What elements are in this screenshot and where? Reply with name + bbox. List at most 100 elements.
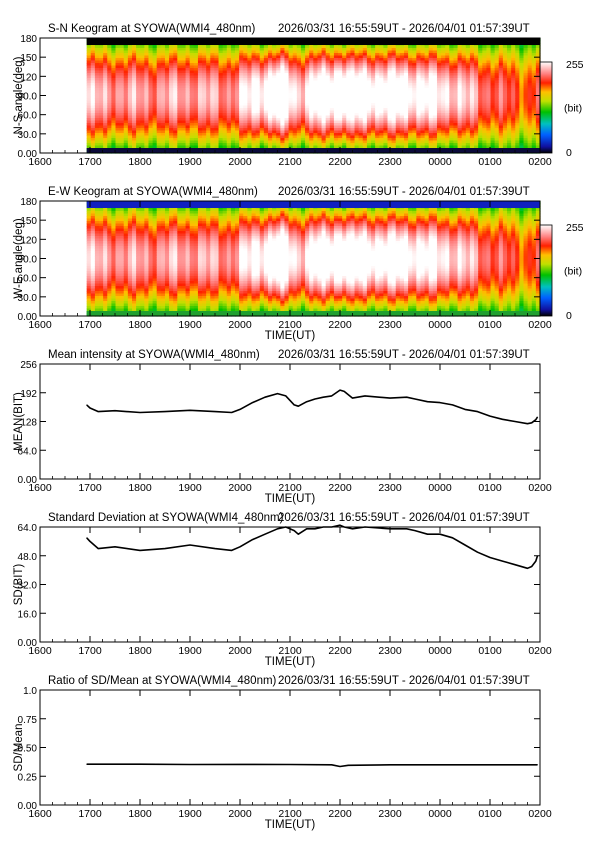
keogram-cell bbox=[206, 138, 211, 142]
keogram-cell bbox=[519, 68, 525, 72]
keogram-cell bbox=[325, 118, 331, 122]
keogram-cell bbox=[424, 63, 430, 67]
keogram-cell bbox=[358, 53, 364, 57]
keogram-cell bbox=[202, 58, 207, 62]
keogram-cell bbox=[502, 123, 508, 127]
keogram-cell bbox=[107, 130, 112, 134]
keogram-cell bbox=[354, 95, 360, 99]
keogram-cell bbox=[420, 63, 426, 67]
keogram-cell bbox=[329, 135, 335, 139]
keogram-cell bbox=[210, 65, 216, 69]
keogram-cell bbox=[329, 48, 335, 52]
keogram-cell bbox=[313, 138, 319, 142]
keogram-cell bbox=[387, 83, 393, 87]
keogram-cell bbox=[230, 125, 236, 129]
keogram-cell bbox=[140, 78, 145, 82]
keogram-cell bbox=[441, 63, 446, 67]
keogram-cell bbox=[317, 138, 323, 142]
keogram-cell bbox=[127, 60, 133, 64]
keogram-cell bbox=[391, 75, 397, 79]
keogram-cell bbox=[268, 80, 273, 84]
keogram-cell bbox=[445, 120, 450, 124]
keogram-cell bbox=[132, 75, 137, 79]
keogram-cell bbox=[461, 125, 467, 129]
keogram-cell bbox=[136, 120, 141, 124]
keogram-cell bbox=[206, 80, 211, 84]
keogram-cell bbox=[177, 125, 183, 129]
keogram-cell bbox=[432, 65, 438, 69]
keogram-cell bbox=[371, 83, 376, 87]
keogram-cell bbox=[189, 55, 195, 59]
keogram-cell bbox=[206, 60, 211, 64]
keogram-cell bbox=[424, 88, 430, 92]
keogram-cell bbox=[189, 140, 195, 144]
keogram-cell bbox=[119, 78, 125, 82]
keogram-cell bbox=[202, 118, 207, 122]
keogram-cell bbox=[482, 140, 488, 144]
keogram-cell bbox=[86, 100, 92, 104]
keogram-cell bbox=[185, 100, 191, 104]
keogram-cell bbox=[94, 130, 100, 134]
keogram-cell bbox=[321, 115, 327, 119]
keogram-cell bbox=[189, 108, 195, 112]
keogram-cell bbox=[333, 70, 339, 74]
keogram-cell bbox=[350, 110, 356, 114]
keogram-cell bbox=[507, 65, 512, 69]
keogram-cell bbox=[424, 93, 430, 97]
keogram-cell bbox=[86, 73, 92, 77]
keogram-cell bbox=[177, 120, 183, 124]
keogram-cell bbox=[156, 128, 162, 132]
keogram-cell bbox=[144, 98, 150, 102]
keogram-cell bbox=[375, 63, 380, 67]
keogram-cell bbox=[94, 98, 100, 102]
keogram-cell bbox=[86, 115, 92, 119]
keogram-cell bbox=[268, 110, 273, 114]
keogram-cell bbox=[412, 68, 417, 72]
keogram-cell bbox=[441, 58, 446, 62]
keogram-cell bbox=[482, 73, 488, 77]
keogram-cell bbox=[420, 128, 426, 132]
keogram-cell bbox=[391, 45, 397, 49]
keogram-cell bbox=[103, 133, 108, 137]
keogram-cell bbox=[152, 83, 158, 87]
keogram-cell bbox=[296, 123, 302, 127]
keogram-cell bbox=[152, 90, 158, 94]
keogram-cell bbox=[148, 53, 154, 57]
keogram-cell bbox=[494, 145, 500, 149]
keogram-cell bbox=[94, 113, 100, 117]
keogram-cell bbox=[111, 48, 117, 52]
keogram-cell bbox=[177, 78, 183, 82]
keogram-cell bbox=[169, 53, 174, 57]
keogram-cell bbox=[288, 83, 294, 87]
keogram-cell bbox=[502, 68, 508, 72]
keogram-cell bbox=[90, 55, 96, 59]
keogram-cell bbox=[251, 63, 257, 67]
keogram-cell bbox=[140, 58, 145, 62]
keogram-cell bbox=[379, 90, 384, 94]
keogram-cell bbox=[144, 88, 150, 92]
keogram-cell bbox=[432, 110, 438, 114]
keogram-cell bbox=[482, 123, 488, 127]
keogram-cell bbox=[276, 63, 281, 67]
keogram-cell bbox=[276, 130, 281, 134]
keogram-cell bbox=[383, 118, 389, 122]
keogram-cell bbox=[486, 118, 492, 122]
keogram-cell bbox=[132, 63, 137, 67]
keogram-cell bbox=[140, 140, 145, 144]
keogram-cell bbox=[164, 73, 170, 77]
keogram-cell bbox=[428, 68, 434, 72]
keogram-cell bbox=[490, 45, 496, 49]
keogram-cell bbox=[272, 103, 277, 107]
keogram-cell bbox=[230, 115, 236, 119]
keogram-cell bbox=[111, 63, 117, 67]
keogram-cell bbox=[206, 128, 211, 132]
keogram-cell bbox=[391, 110, 397, 114]
keogram-cell bbox=[111, 140, 117, 144]
keogram-cell bbox=[103, 88, 108, 92]
keogram-cell bbox=[321, 108, 327, 112]
keogram-cell bbox=[148, 105, 154, 109]
keogram-cell bbox=[218, 68, 224, 72]
keogram-cell bbox=[305, 93, 310, 97]
keogram-cell bbox=[461, 70, 467, 74]
keogram-cell bbox=[358, 45, 364, 49]
